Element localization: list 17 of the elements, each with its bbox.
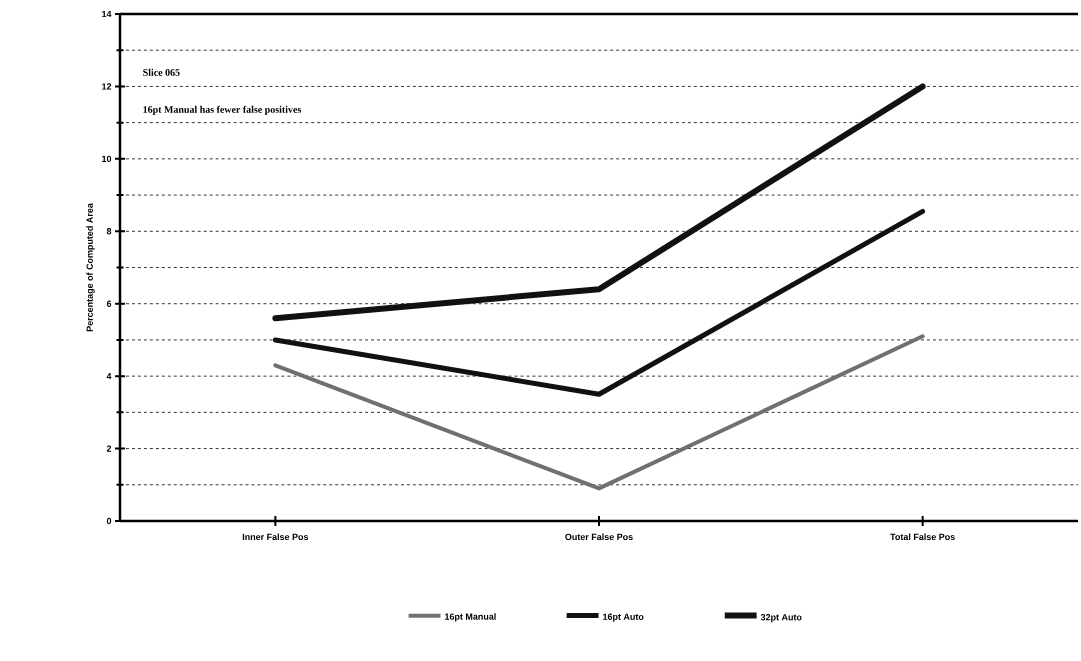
legend-label: 32pt Auto bbox=[760, 614, 802, 623]
legend-label: 16pt Manual bbox=[445, 613, 496, 622]
y-tick-label: 2 bbox=[106, 445, 112, 452]
y-tick-label: 10 bbox=[102, 155, 112, 163]
annotation: 16pt Manual has fewer false positives bbox=[143, 105, 302, 115]
y-axis-title: Percentage of Computed Area bbox=[86, 203, 95, 332]
y-tick-label: 14 bbox=[102, 10, 112, 18]
y-tick-label: 6 bbox=[106, 300, 112, 307]
y-tick-label: 12 bbox=[102, 83, 112, 90]
y-tick-label: 8 bbox=[106, 228, 112, 235]
y-tick-label: 4 bbox=[106, 373, 112, 380]
y-tick-label: 0 bbox=[106, 517, 112, 525]
x-tick-label: Inner False Pos bbox=[242, 533, 309, 541]
x-tick-label: Outer False Pos bbox=[565, 533, 633, 541]
x-tick-label: Total False Pos bbox=[890, 533, 955, 541]
annotation: Slice 065 bbox=[143, 68, 180, 76]
legend-label: 16pt Auto bbox=[603, 613, 644, 622]
